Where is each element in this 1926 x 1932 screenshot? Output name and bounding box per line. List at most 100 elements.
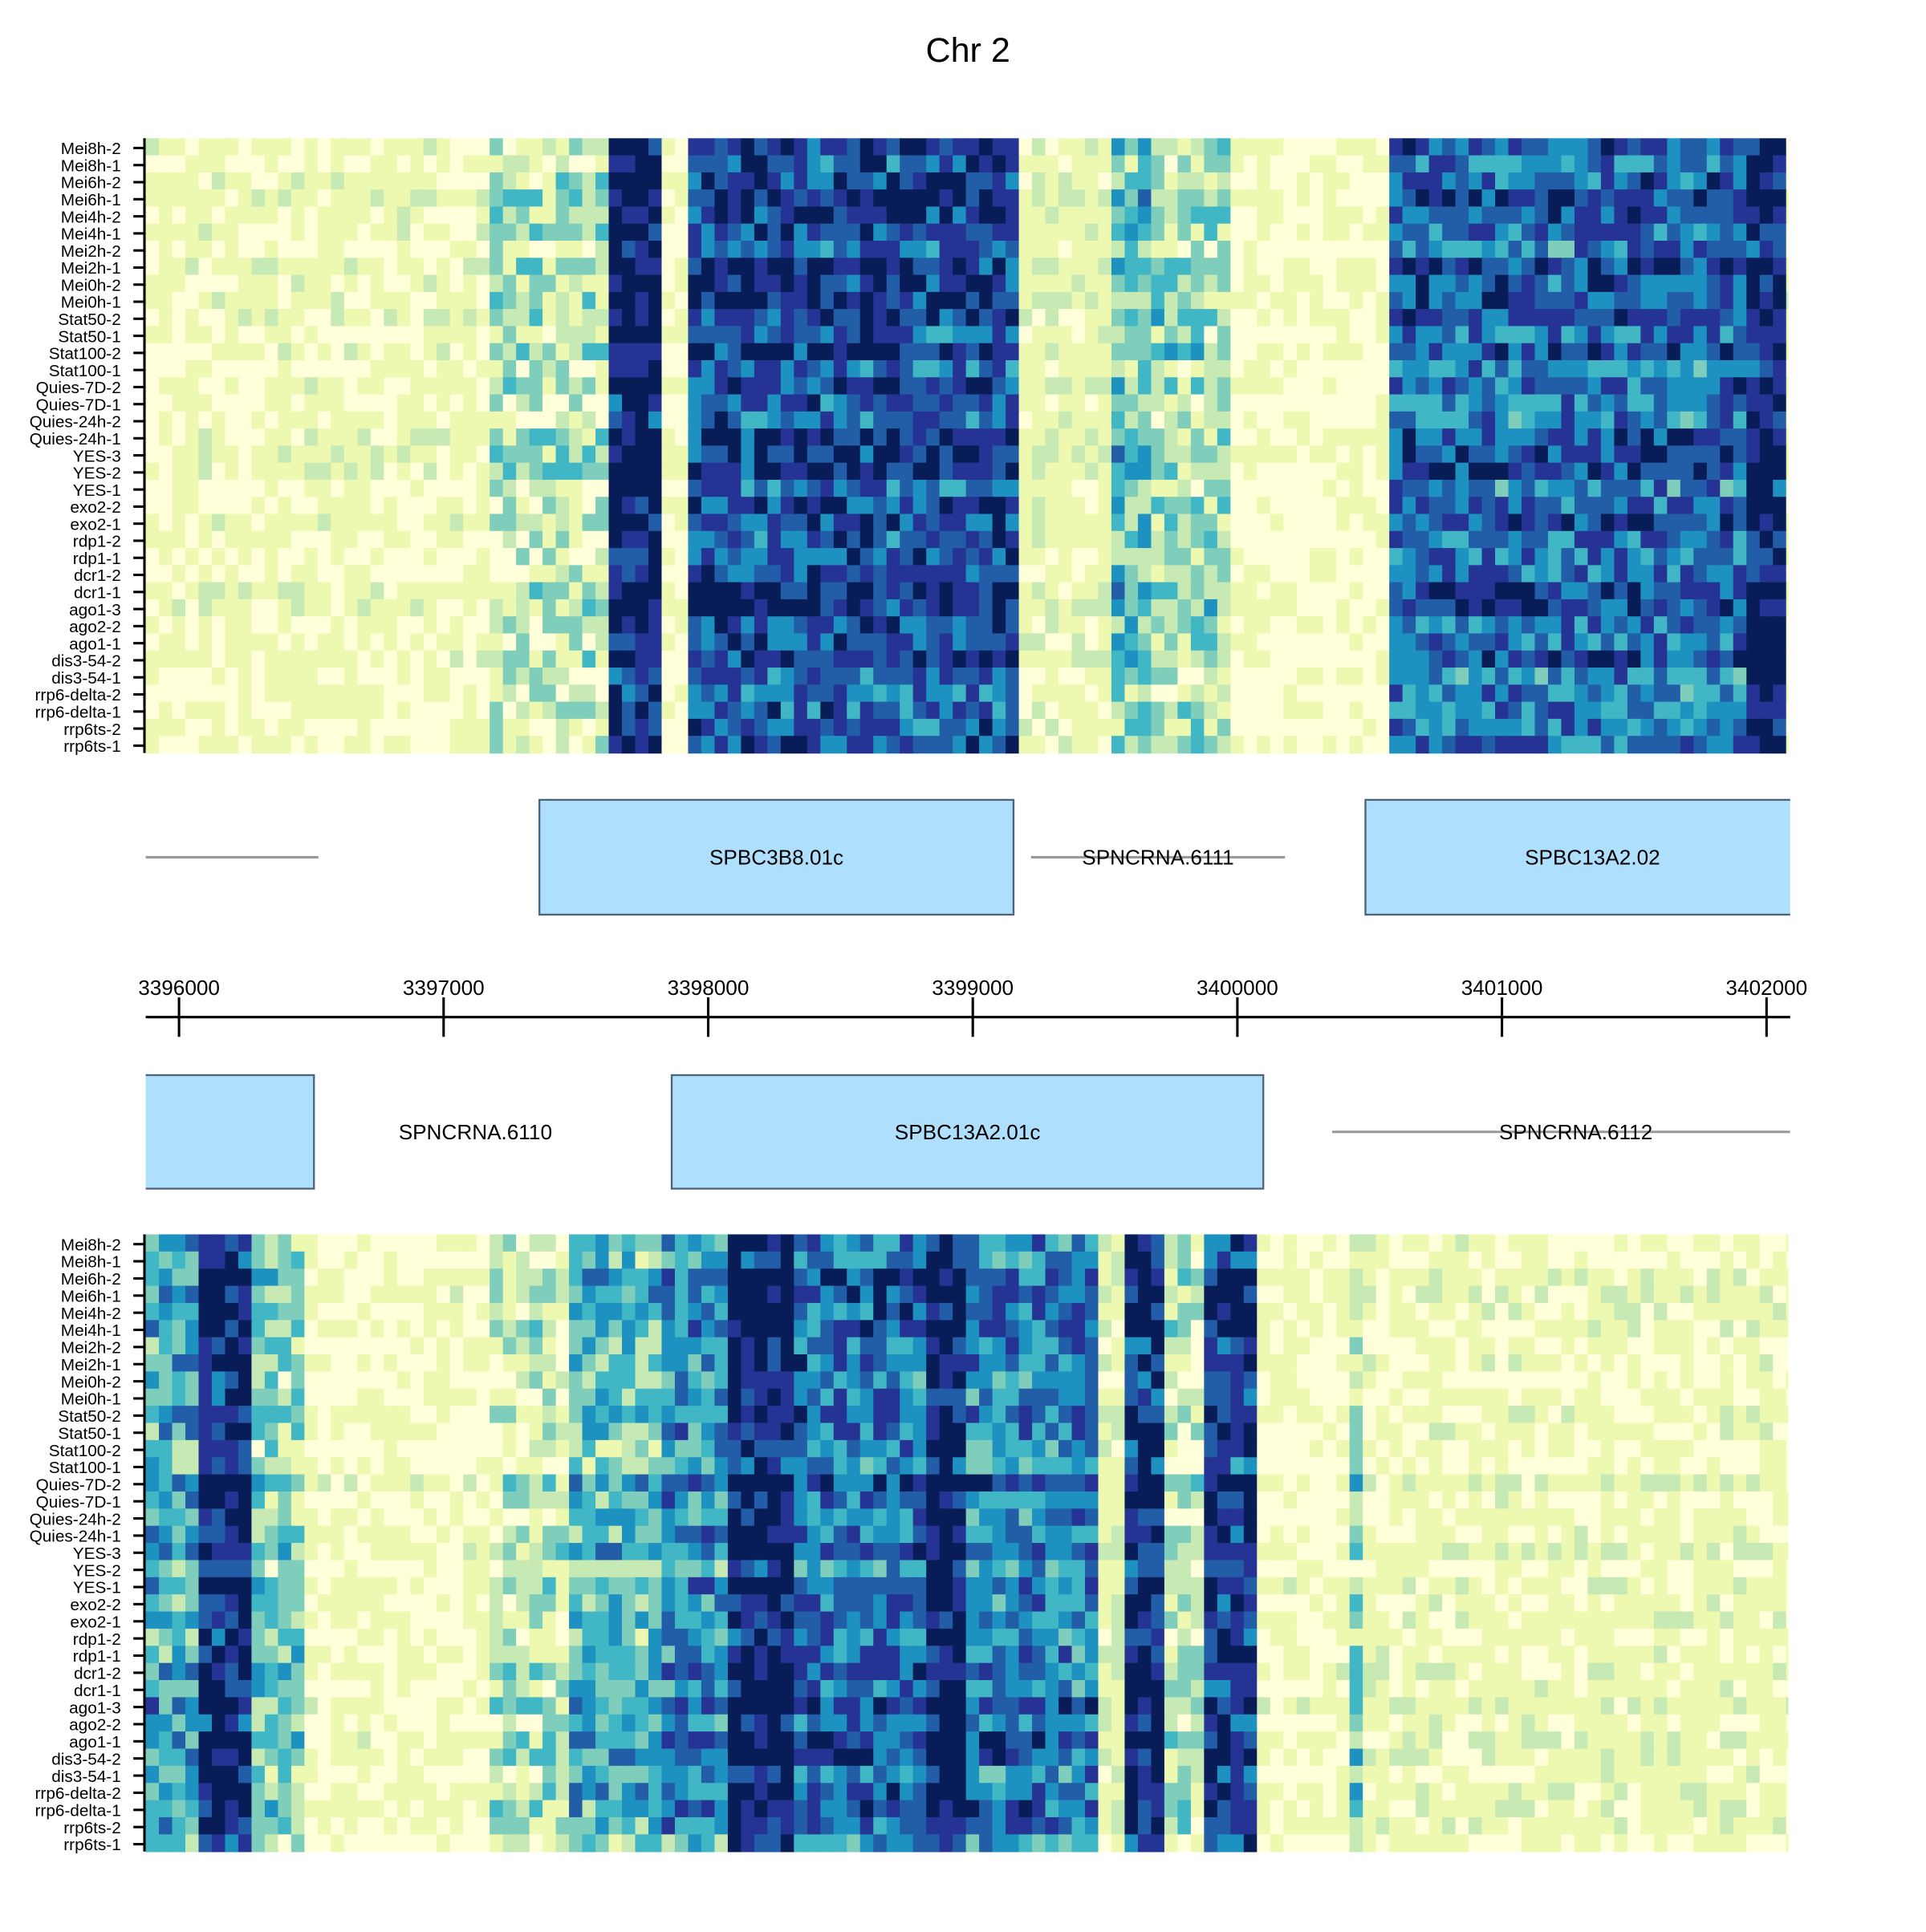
- heatmap-cell: [767, 377, 781, 395]
- heatmap-cell: [344, 189, 358, 207]
- heatmap-cell: [1297, 172, 1310, 190]
- heatmap-cell: [450, 189, 464, 207]
- heatmap-cell: [1006, 684, 1019, 702]
- heatmap-cell: [384, 189, 397, 207]
- heatmap-cell: [185, 412, 199, 429]
- heatmap-cell: [1760, 138, 1774, 156]
- heatmap-cell: [834, 736, 847, 753]
- heatmap-cell: [807, 258, 821, 275]
- heatmap-cell: [807, 651, 821, 668]
- heatmap-cell: [754, 138, 768, 156]
- heatmap-cell: [887, 156, 900, 173]
- heatmap-cell: [1072, 241, 1086, 258]
- heatmap-cell: [1151, 582, 1164, 600]
- heatmap-cell: [1124, 343, 1138, 361]
- heatmap-cell: [1575, 224, 1588, 242]
- heatmap-cell: [675, 309, 689, 327]
- heatmap-cell: [767, 292, 781, 310]
- heatmap-cell: [371, 1252, 384, 1269]
- heatmap-cell: [146, 702, 160, 720]
- heatmap-cell: [622, 377, 636, 395]
- heatmap-cell: [1363, 463, 1376, 481]
- heatmap-cell: [648, 172, 662, 190]
- heatmap-cell: [291, 275, 305, 293]
- heatmap-cell: [490, 702, 503, 720]
- heatmap-cell: [754, 1234, 768, 1252]
- heatmap-cell: [979, 719, 993, 737]
- heatmap-cell: [728, 428, 742, 446]
- heatmap-cell: [291, 719, 305, 737]
- heatmap-cell: [278, 1252, 291, 1269]
- heatmap-cell: [1442, 1252, 1456, 1269]
- heatmap-cell: [887, 360, 900, 378]
- heatmap-cell: [701, 480, 715, 497]
- heatmap-cell: [1191, 702, 1205, 720]
- heatmap-cell: [1773, 565, 1786, 582]
- heatmap-cell: [278, 1268, 291, 1286]
- heatmap-cell: [1707, 616, 1721, 634]
- heatmap-cell: [1733, 651, 1747, 668]
- heatmap-cell: [1138, 360, 1152, 378]
- heatmap-cell: [834, 514, 847, 532]
- heatmap-cell: [1429, 548, 1443, 566]
- heatmap-cell: [1085, 445, 1099, 463]
- heatmap-cell: [940, 138, 953, 156]
- heatmap-cell: [490, 189, 503, 207]
- heatmap-cell: [1509, 684, 1522, 702]
- heatmap-cell: [198, 412, 212, 429]
- heatmap-cell: [648, 1268, 662, 1286]
- heatmap-cell: [1350, 224, 1363, 242]
- heatmap-cell: [767, 514, 781, 532]
- heatmap-cell: [437, 224, 450, 242]
- heatmap-cell: [648, 531, 662, 549]
- heatmap-cell: [1098, 633, 1111, 651]
- heatmap-cell: [794, 599, 807, 617]
- gene-label: SPNCRNA.6112: [1499, 1120, 1652, 1144]
- heatmap-cell: [1032, 258, 1046, 275]
- heatmap-cell: [159, 360, 173, 378]
- heatmap-cell: [1654, 1268, 1668, 1286]
- heatmap-cell: [450, 684, 464, 702]
- heatmap-cell: [1548, 360, 1562, 378]
- heatmap-cell: [754, 463, 768, 481]
- heatmap-cell: [661, 702, 675, 720]
- heatmap-cell: [1587, 172, 1601, 190]
- heatmap-cell: [490, 531, 503, 549]
- heatmap-cell: [1522, 668, 1535, 685]
- heatmap-cell: [993, 1234, 1006, 1252]
- heatmap-cell: [781, 445, 794, 463]
- heatmap-cell: [1495, 736, 1509, 753]
- heatmap-cell: [1786, 360, 1789, 378]
- heatmap-cell: [1456, 343, 1469, 361]
- heatmap-cell: [609, 463, 623, 481]
- heatmap-cell: [159, 275, 173, 293]
- heatmap-cell: [410, 651, 424, 668]
- heatmap-cell: [1072, 565, 1086, 582]
- heatmap-cell: [860, 480, 874, 497]
- heatmap-cell: [635, 702, 648, 720]
- heatmap-cell: [741, 514, 754, 532]
- heatmap-cell: [583, 531, 596, 549]
- heatmap-cell: [1561, 684, 1575, 702]
- heatmap-cell: [1177, 189, 1191, 207]
- heatmap-cell: [424, 395, 437, 412]
- heatmap-cell: [371, 156, 384, 173]
- heatmap-cell: [477, 702, 490, 720]
- heatmap-cell: [238, 412, 252, 429]
- heatmap-cell: [966, 445, 980, 463]
- heatmap-cell: [1575, 377, 1588, 395]
- heatmap-cell: [966, 497, 980, 514]
- heatmap-cell: [701, 241, 715, 258]
- heatmap-cell: [1257, 514, 1270, 532]
- heatmap-cell: [1416, 548, 1429, 566]
- heatmap-cell: [1429, 702, 1443, 720]
- heatmap-cell: [900, 514, 913, 532]
- heatmap-cell: [595, 480, 609, 497]
- heatmap-cell: [371, 651, 384, 668]
- heatmap-cell: [1085, 241, 1099, 258]
- heatmap-cell: [1297, 360, 1310, 378]
- heatmap-cell: [913, 156, 927, 173]
- heatmap-cell: [1442, 343, 1456, 361]
- heatmap-cell: [1323, 241, 1337, 258]
- heatmap-cell: [609, 497, 623, 514]
